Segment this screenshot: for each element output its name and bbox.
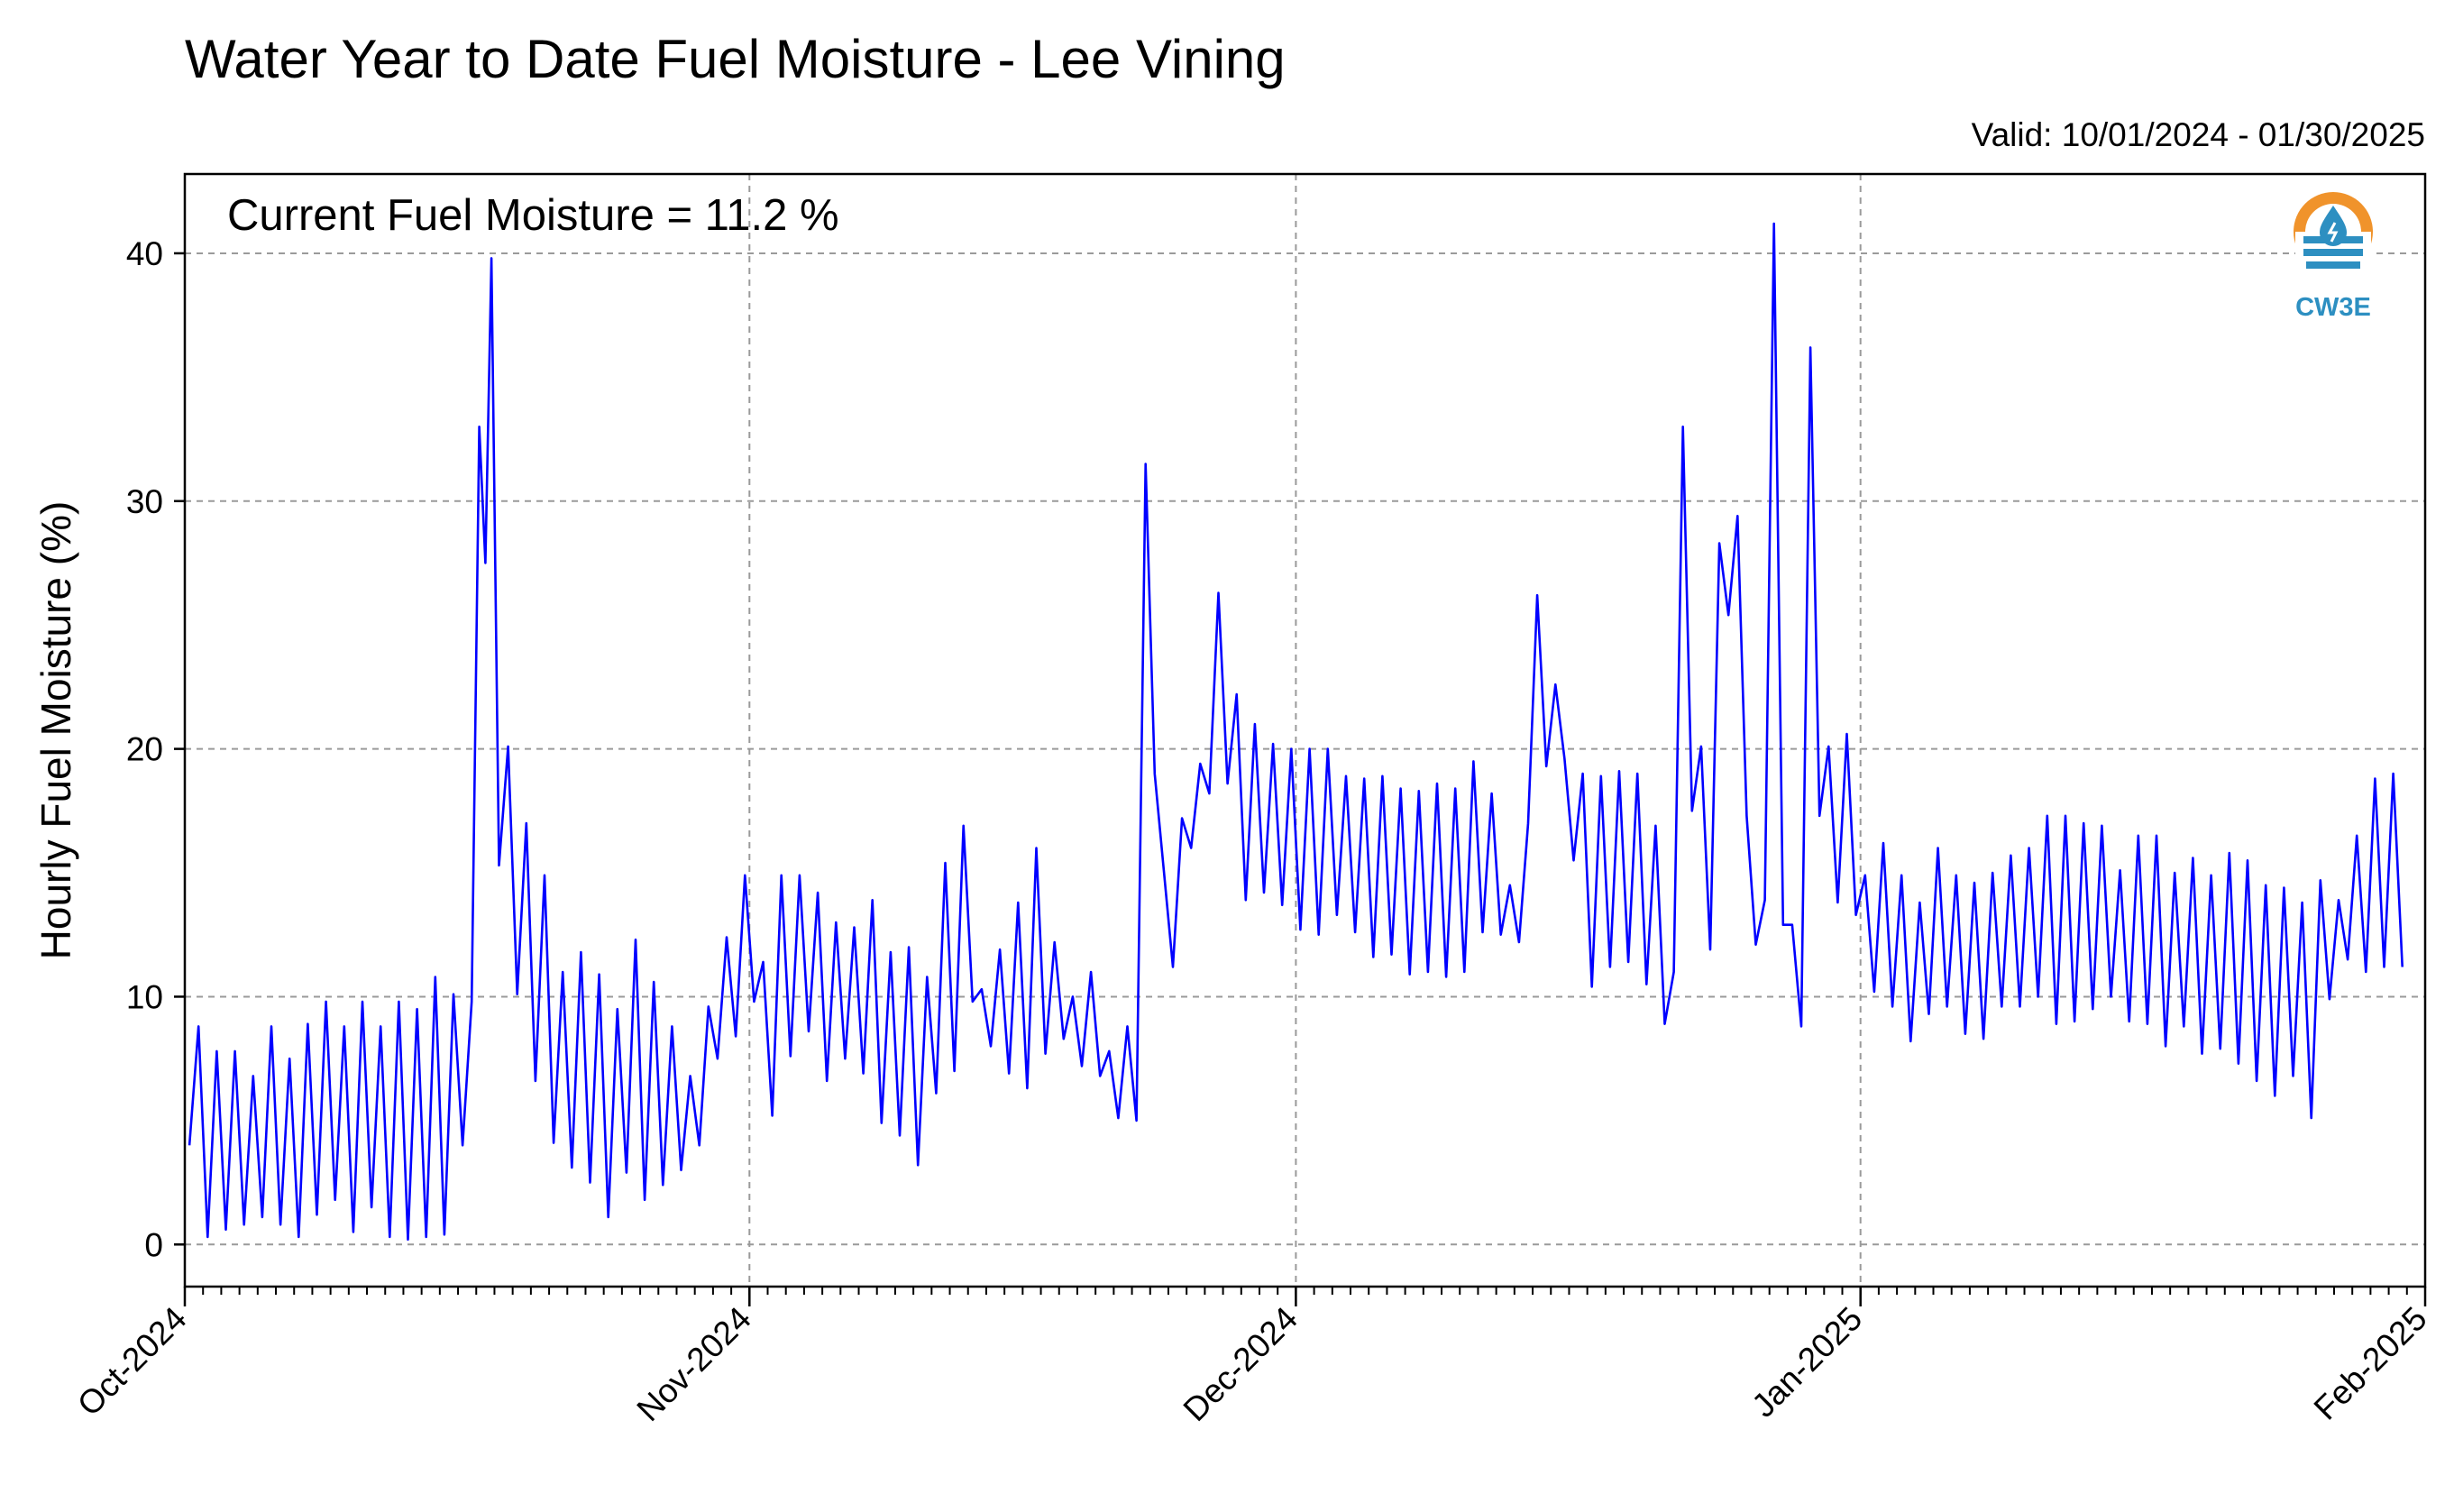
cw3e-logo: CW3E bbox=[2294, 192, 2373, 322]
cw3e-logo-text: CW3E bbox=[2295, 293, 2371, 322]
x-tick-label: Nov-2024 bbox=[630, 1300, 758, 1428]
fuel-moisture-series-line bbox=[188, 222, 2404, 1242]
plot-area bbox=[188, 222, 2404, 1242]
current-fuel-moisture-annotation: Current Fuel Moisture = 11.2 % bbox=[227, 191, 839, 240]
y-axis-label: Hourly Fuel Moisture (%) bbox=[32, 501, 79, 960]
x-tick-label: Feb-2025 bbox=[2307, 1300, 2434, 1427]
y-tick-label: 10 bbox=[126, 978, 163, 1015]
y-tick-label: 0 bbox=[144, 1226, 163, 1263]
x-tick-label: Oct-2024 bbox=[70, 1300, 194, 1424]
gridlines bbox=[185, 174, 2425, 1287]
x-axis: Oct-2024 Nov-2024 Dec-2024 Jan-2025 Feb-2025 bbox=[70, 1287, 2434, 1428]
y-tick-label: 40 bbox=[126, 235, 163, 272]
y-axis: 0 10 20 30 40 bbox=[126, 235, 185, 1263]
y-tick-label: 30 bbox=[126, 483, 163, 520]
water-drop-sun-icon bbox=[2294, 192, 2373, 273]
valid-date-range: Valid: 10/01/2024 - 01/30/2025 bbox=[1972, 116, 2425, 153]
x-tick-label: Dec-2024 bbox=[1177, 1300, 1305, 1428]
y-tick-label: 20 bbox=[126, 731, 163, 768]
x-tick-label: Jan-2025 bbox=[1744, 1300, 1869, 1425]
plot-frame bbox=[183, 172, 2427, 1288]
chart-title: Water Year to Date Fuel Moisture - Lee V… bbox=[185, 29, 1286, 89]
